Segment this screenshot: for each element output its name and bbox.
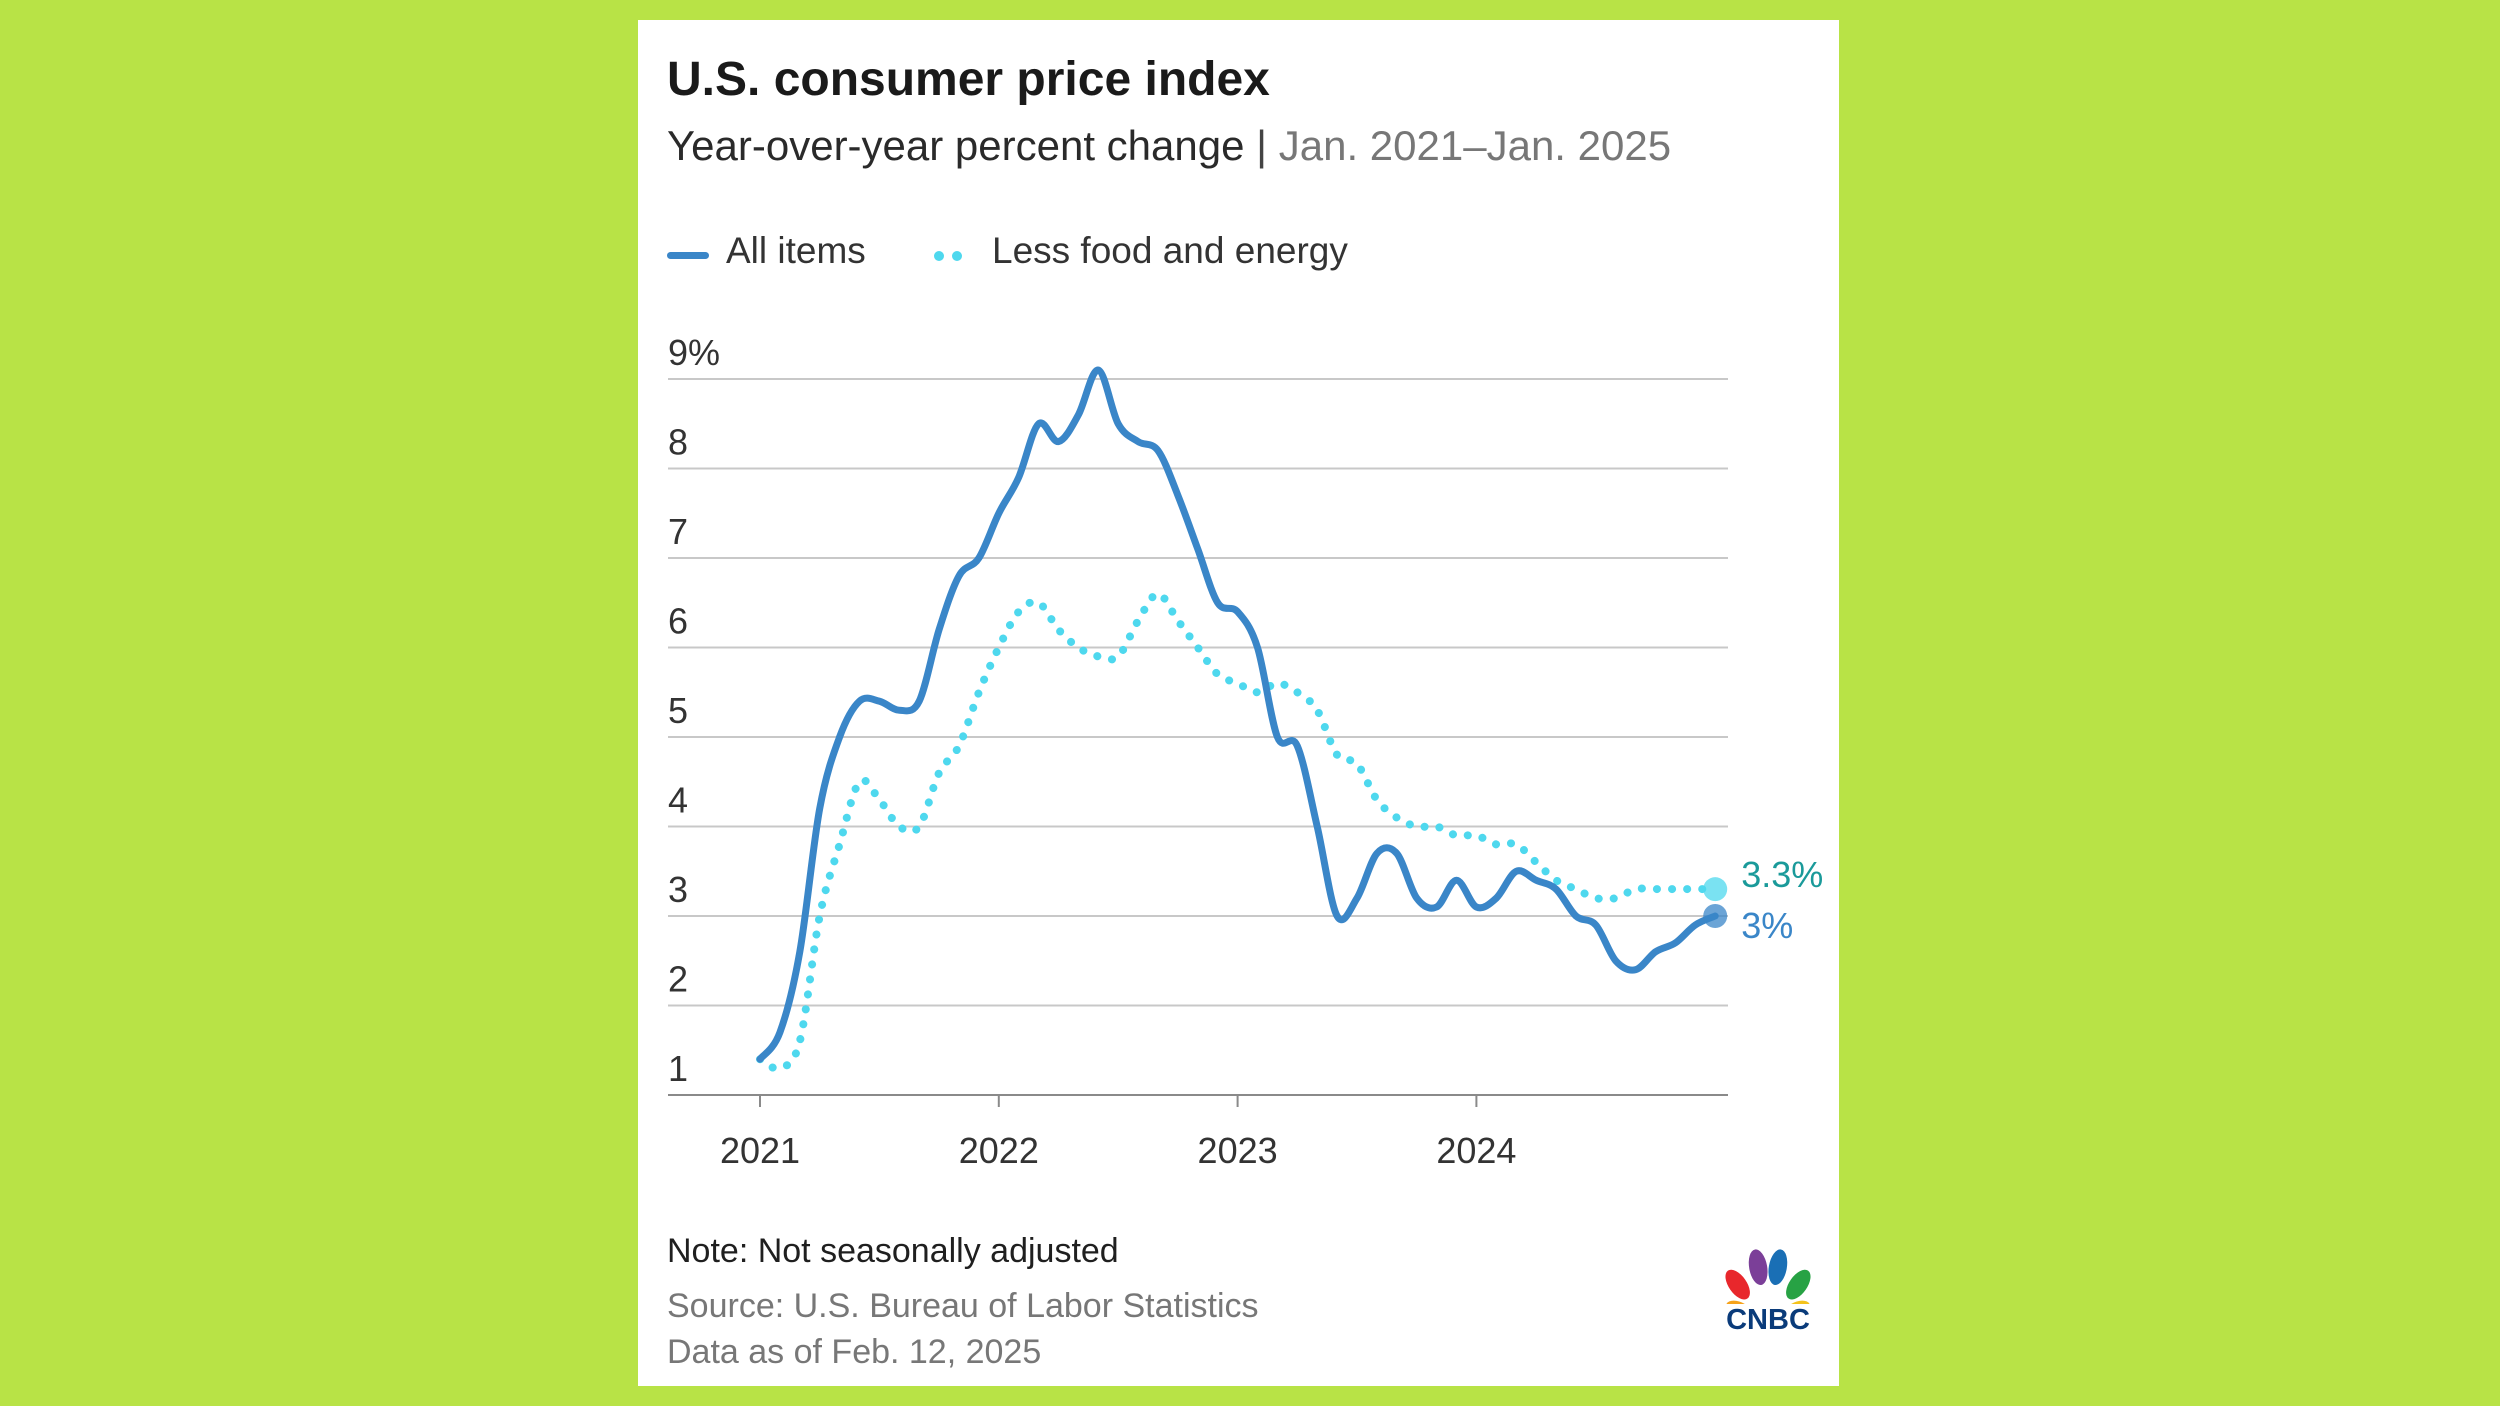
subtitle-date-range: Jan. 2021–Jan. 2025 — [1278, 122, 1672, 169]
chart-subtitle: Year-over-year percent change | Jan. 202… — [667, 122, 1671, 170]
data-date: Data as of Feb. 12, 2025 — [667, 1333, 1042, 1371]
y-tick-label: 1 — [668, 1048, 688, 1089]
series-line-less-food-energy — [756, 589, 1720, 1073]
chart-card: U.S. consumer price index Year-over-year… — [638, 20, 1839, 1386]
series-line-all-items — [756, 366, 1719, 1063]
source-text: Source: U.S. Bureau of Labor Statistics — [667, 1287, 1259, 1325]
peacock-icon — [1725, 1249, 1811, 1323]
y-tick-label: 4 — [668, 780, 688, 821]
y-tick-label: 9% — [668, 332, 720, 373]
legend-swatch-solid — [667, 252, 709, 259]
y-tick-label: 7 — [668, 511, 688, 552]
cnbc-logo: CNBC — [1718, 1240, 1818, 1340]
y-tick-label: 2 — [668, 959, 688, 1000]
line-chart: 1 2 3 4 5 6 7 8 9% 2021 2022 2023 2024 3.3% 3% — [668, 332, 1823, 1171]
y-tick-label: 6 — [668, 601, 688, 642]
legend-swatch-dot — [952, 251, 962, 261]
end-point-all-items — [1703, 904, 1728, 928]
subtitle-separator: | — [1256, 122, 1268, 169]
legend-swatch-dot — [934, 251, 944, 261]
y-tick-label: 8 — [668, 422, 688, 463]
x-tick-label: 2024 — [1436, 1130, 1516, 1171]
x-tick-label: 2021 — [720, 1130, 800, 1171]
end-label-less-food-energy: 3.3% — [1741, 854, 1823, 895]
end-label-all-items: 3% — [1741, 905, 1793, 946]
x-tick-label: 2023 — [1198, 1130, 1278, 1171]
legend-label-core: Less food and energy — [992, 230, 1348, 271]
x-tick-label: 2022 — [959, 1130, 1039, 1171]
end-point-less-food-energy — [1703, 877, 1728, 902]
legend-label-all-items: All items — [726, 230, 866, 271]
y-tick-label: 5 — [668, 690, 688, 731]
subtitle-text: Year-over-year percent change — [667, 122, 1245, 169]
chart-title: U.S. consumer price index — [667, 53, 1270, 106]
footnote: Note: Not seasonally adjusted — [667, 1232, 1119, 1270]
y-tick-label: 3 — [668, 869, 688, 910]
logo-wordmark: CNBC — [1726, 1304, 1810, 1336]
